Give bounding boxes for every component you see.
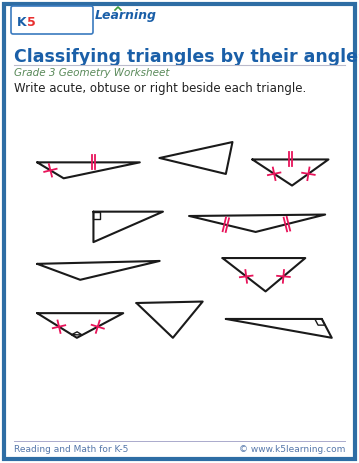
FancyBboxPatch shape (11, 6, 93, 34)
Text: Write acute, obtuse or right beside each triangle.: Write acute, obtuse or right beside each… (14, 82, 306, 95)
FancyBboxPatch shape (4, 4, 355, 459)
Text: © www.k5learning.com: © www.k5learning.com (239, 445, 345, 454)
Text: Learning: Learning (95, 9, 157, 22)
Text: K: K (17, 17, 27, 30)
Text: 5: 5 (27, 17, 36, 30)
Text: Classifying triangles by their angles: Classifying triangles by their angles (14, 48, 359, 66)
Text: Grade 3 Geometry Worksheet: Grade 3 Geometry Worksheet (14, 68, 169, 78)
Text: Reading and Math for K-5: Reading and Math for K-5 (14, 445, 129, 454)
